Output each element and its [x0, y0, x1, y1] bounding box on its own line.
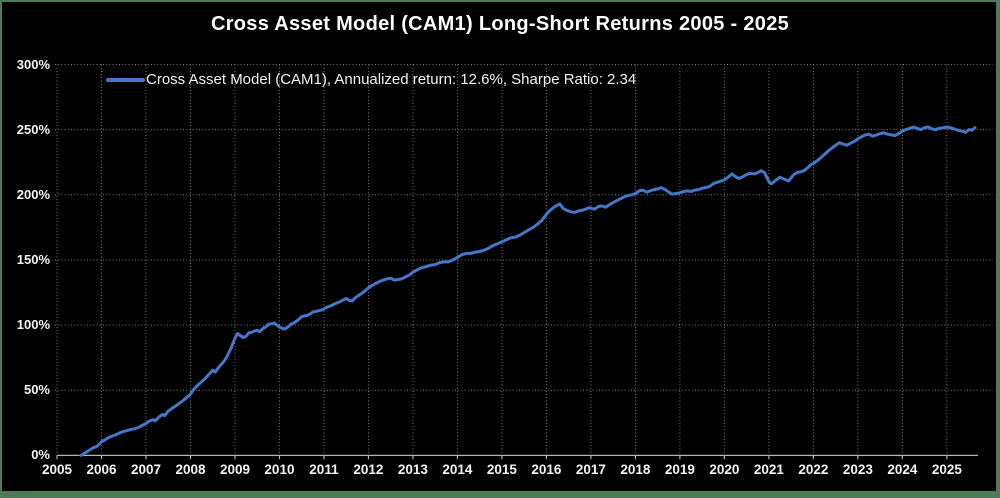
x-tick-label: 2019 [664, 462, 695, 477]
legend: Cross Asset Model (CAM1), Annualized ret… [106, 70, 636, 89]
x-tick-label: 2016 [531, 462, 562, 477]
y-tick-label: 300% [16, 56, 50, 72]
x-tick-label: 2008 [175, 462, 206, 477]
x-tick-label: 2009 [219, 462, 250, 477]
x-tick-label: 2018 [620, 462, 651, 477]
y-tick-label: 50% [23, 382, 50, 398]
x-tick-label: 2006 [86, 462, 117, 477]
x-tick-label: 2022 [798, 462, 829, 477]
x-tick-label: 2023 [842, 462, 873, 477]
x-tick-label: 2024 [887, 462, 918, 477]
chart-title: Cross Asset Model (CAM1) Long-Short Retu… [210, 13, 790, 35]
x-tick-label: 2012 [353, 462, 384, 477]
x-tick-label: 2021 [753, 462, 784, 477]
x-tick-label: 2014 [442, 462, 473, 477]
y-tick-label: 0% [31, 447, 50, 463]
x-tick-label: 2013 [397, 462, 428, 477]
x-tick-label: 2020 [709, 462, 740, 477]
y-tick-label: 100% [16, 317, 50, 333]
chart-canvas [2, 2, 996, 491]
x-tick-label: 2017 [575, 462, 606, 477]
series-line [79, 125, 977, 457]
legend-label: Cross Asset Model (CAM1), Annualized ret… [146, 71, 637, 88]
legend-line-marker [106, 77, 145, 82]
x-tick-label: 2010 [264, 462, 295, 477]
x-tick-label: 2007 [130, 462, 161, 477]
y-tick-label: 250% [16, 121, 50, 137]
y-tick-label: 200% [16, 186, 50, 202]
x-tick-label: 2025 [931, 462, 962, 477]
x-tick-label: 2011 [309, 462, 339, 477]
y-tick-label: 150% [16, 251, 50, 267]
x-tick-label: 2005 [41, 462, 73, 477]
x-tick-label: 2015 [486, 462, 517, 477]
